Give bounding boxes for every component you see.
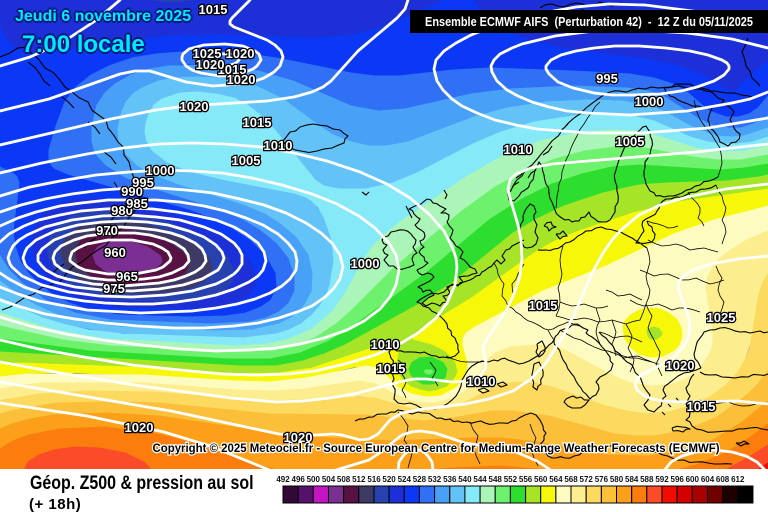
svg-text:560: 560 bbox=[534, 475, 548, 484]
svg-text:512: 512 bbox=[352, 475, 366, 484]
svg-text:1000: 1000 bbox=[635, 94, 664, 109]
svg-text:1010: 1010 bbox=[264, 138, 293, 153]
svg-text:960: 960 bbox=[104, 245, 126, 260]
svg-text:1015: 1015 bbox=[218, 62, 247, 77]
svg-text:970: 970 bbox=[96, 223, 118, 238]
svg-text:1020: 1020 bbox=[125, 420, 154, 435]
svg-text:556: 556 bbox=[519, 475, 533, 484]
svg-text:1025: 1025 bbox=[707, 310, 736, 325]
svg-text:1015: 1015 bbox=[243, 115, 272, 130]
svg-text:588: 588 bbox=[640, 475, 654, 484]
svg-text:600: 600 bbox=[686, 475, 700, 484]
svg-text:995: 995 bbox=[596, 71, 618, 86]
svg-text:492: 492 bbox=[276, 475, 290, 484]
svg-text:544: 544 bbox=[473, 475, 487, 484]
svg-text:985: 985 bbox=[126, 196, 148, 211]
svg-text:975: 975 bbox=[103, 281, 125, 296]
svg-text:584: 584 bbox=[625, 475, 639, 484]
svg-text:1005: 1005 bbox=[616, 134, 645, 149]
svg-text:552: 552 bbox=[504, 475, 518, 484]
svg-text:1020: 1020 bbox=[196, 57, 225, 72]
svg-text:1020: 1020 bbox=[226, 46, 255, 61]
svg-text:524: 524 bbox=[398, 475, 412, 484]
svg-text:1005: 1005 bbox=[232, 153, 261, 168]
svg-text:580: 580 bbox=[610, 475, 624, 484]
svg-text:504: 504 bbox=[322, 475, 336, 484]
svg-text:568: 568 bbox=[564, 475, 578, 484]
svg-text:596: 596 bbox=[671, 475, 685, 484]
svg-text:1020: 1020 bbox=[666, 358, 695, 373]
svg-text:564: 564 bbox=[549, 475, 563, 484]
svg-text:528: 528 bbox=[413, 475, 427, 484]
svg-text:1025: 1025 bbox=[193, 46, 222, 61]
svg-text:608: 608 bbox=[716, 475, 730, 484]
svg-text:980: 980 bbox=[111, 203, 133, 218]
svg-text:Copyright © 2025 Meteociel.fr: Copyright © 2025 Meteociel.fr - Source E… bbox=[153, 441, 720, 455]
svg-text:536: 536 bbox=[443, 475, 457, 484]
svg-text:592: 592 bbox=[655, 475, 669, 484]
svg-text:1020: 1020 bbox=[227, 72, 256, 87]
svg-text:1020: 1020 bbox=[284, 430, 313, 445]
svg-text:1010: 1010 bbox=[371, 337, 400, 352]
svg-text:1010: 1010 bbox=[467, 374, 496, 389]
svg-text:990: 990 bbox=[121, 184, 143, 199]
svg-text:576: 576 bbox=[595, 475, 609, 484]
svg-text:1000: 1000 bbox=[146, 163, 175, 178]
svg-text:1020: 1020 bbox=[180, 99, 209, 114]
svg-text:1015: 1015 bbox=[199, 2, 228, 17]
svg-text:500: 500 bbox=[307, 475, 321, 484]
svg-text:1010: 1010 bbox=[504, 142, 533, 157]
svg-text:1015: 1015 bbox=[377, 361, 406, 376]
svg-text:520: 520 bbox=[382, 475, 396, 484]
svg-text:516: 516 bbox=[367, 475, 381, 484]
svg-text:1000: 1000 bbox=[351, 256, 380, 271]
svg-text:995: 995 bbox=[132, 175, 154, 190]
svg-text:965: 965 bbox=[116, 269, 138, 284]
svg-text:604: 604 bbox=[701, 475, 715, 484]
svg-text:548: 548 bbox=[489, 475, 503, 484]
svg-text:1015: 1015 bbox=[687, 399, 716, 414]
svg-text:1015: 1015 bbox=[529, 298, 558, 313]
svg-text:572: 572 bbox=[580, 475, 594, 484]
svg-text:540: 540 bbox=[458, 475, 472, 484]
svg-text:532: 532 bbox=[428, 475, 442, 484]
svg-text:612: 612 bbox=[731, 475, 745, 484]
svg-text:496: 496 bbox=[292, 475, 306, 484]
svg-text:508: 508 bbox=[337, 475, 351, 484]
